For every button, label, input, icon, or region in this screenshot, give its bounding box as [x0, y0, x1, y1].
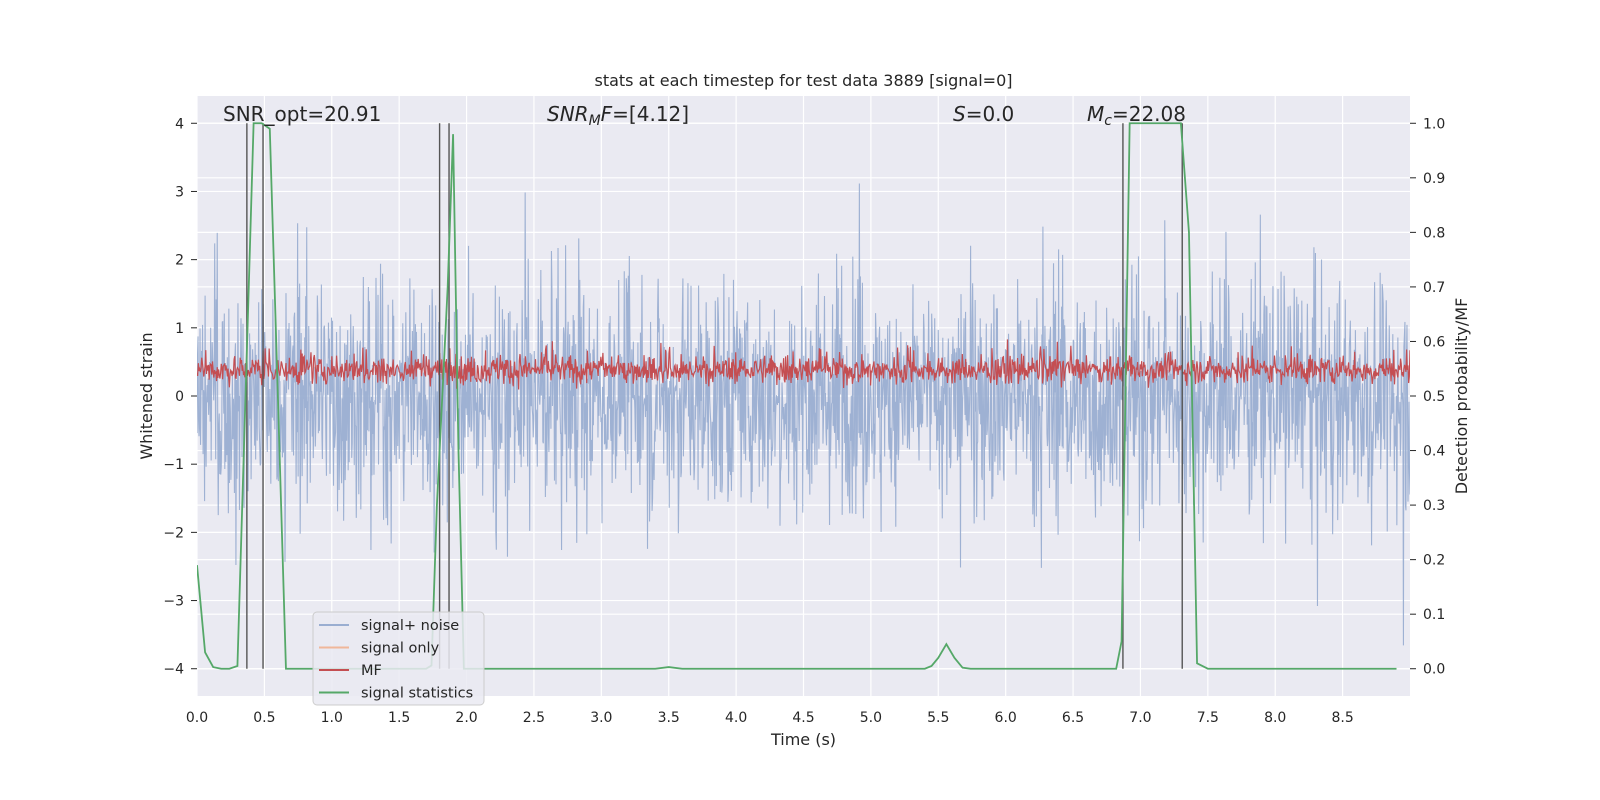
y2-axis-label: Detection probability/MF — [1452, 298, 1471, 495]
x-tick-label: 7.0 — [1129, 710, 1151, 726]
y-tick-label: −3 — [163, 594, 184, 610]
x-tick-label: 4.5 — [792, 710, 814, 726]
y2-tick-label: 0.9 — [1423, 171, 1445, 187]
x-tick-label: 0.5 — [253, 710, 275, 726]
x-tick-label: 2.0 — [455, 710, 477, 726]
y-tick-label: −4 — [163, 662, 184, 678]
y-tick-label: 0 — [175, 389, 184, 405]
y2-tick-label: 0.1 — [1423, 607, 1445, 623]
y2-tick-label: 0.3 — [1423, 498, 1445, 514]
x-tick-label: 3.5 — [658, 710, 680, 726]
annotations: SNR_opt=20.91 SNRMF=[4.12] S=0.0 Mc=22.08 — [223, 102, 1186, 129]
y-axis-ticks: 4 3 2 1 0 −1 −2 −3 −4 — [163, 116, 197, 678]
y2-tick-label: 0.4 — [1423, 444, 1445, 460]
annotation-label: SNRMF=[4.12] — [547, 102, 689, 129]
y-tick-label: 2 — [175, 253, 184, 269]
x-tick-label: 4.0 — [725, 710, 747, 726]
annotation-label: S=0.0 — [953, 102, 1014, 126]
legend-entry: signal statistics — [361, 686, 473, 702]
y2-axis-ticks: 1.0 0.9 0.8 0.7 0.6 0.5 0.4 0.3 0.2 0.1 0.0 — [1410, 116, 1445, 678]
series-signal-statistics — [197, 122, 1397, 670]
series-mf — [197, 339, 1410, 390]
x-tick-label: 5.0 — [860, 710, 882, 726]
x-axis-ticks: 0.0 0.5 1.0 1.5 2.0 2.5 3.0 3.5 4.0 4.5 5.0 5.5 6.0 6… — [186, 710, 1354, 726]
y-tick-label: −2 — [163, 525, 184, 541]
annotation-label: SNR_opt=20.91 — [223, 102, 381, 126]
y-axis-label: Whitened strain — [137, 332, 156, 459]
legend-entry: signal+ noise — [361, 618, 459, 634]
x-tick-label: 1.0 — [321, 710, 343, 726]
y-tick-label: 4 — [175, 116, 184, 132]
legend-entry: MF — [361, 663, 382, 679]
x-tick-label: 6.0 — [995, 710, 1017, 726]
x-tick-label: 0.0 — [186, 710, 208, 726]
y2-tick-label: 0.0 — [1423, 662, 1445, 678]
y2-tick-label: 0.5 — [1423, 389, 1445, 405]
y-tick-label: −1 — [163, 457, 184, 473]
legend[interactable]: signal+ noise signal only MF signal statist… — [312, 611, 485, 706]
y2-tick-label: 0.2 — [1423, 553, 1445, 569]
x-tick-label: 5.5 — [927, 710, 949, 726]
chart-title: stats at each timestep for test data 388… — [594, 71, 1012, 90]
y2-tick-label: 0.7 — [1423, 280, 1445, 296]
legend-box — [312, 611, 485, 706]
y2-tick-label: 1.0 — [1423, 116, 1445, 132]
y2-tick-label: 0.6 — [1423, 334, 1445, 350]
x-tick-label: 2.5 — [523, 710, 545, 726]
y-tick-label: 3 — [175, 184, 184, 200]
annotation-label: Mc=22.08 — [1087, 102, 1186, 129]
x-tick-label: 1.5 — [388, 710, 410, 726]
series-signal-noise — [197, 183, 1410, 646]
legend-entry: signal only — [361, 641, 440, 657]
y2-tick-label: 0.8 — [1423, 225, 1445, 241]
x-tick-label: 3.0 — [590, 710, 612, 726]
x-axis-label: Time (s) — [770, 730, 836, 749]
y-tick-label: 1 — [175, 321, 184, 337]
x-tick-label: 8.5 — [1331, 710, 1353, 726]
x-tick-label: 8.0 — [1264, 710, 1286, 726]
x-tick-label: 7.5 — [1197, 710, 1219, 726]
x-tick-label: 6.5 — [1062, 710, 1084, 726]
